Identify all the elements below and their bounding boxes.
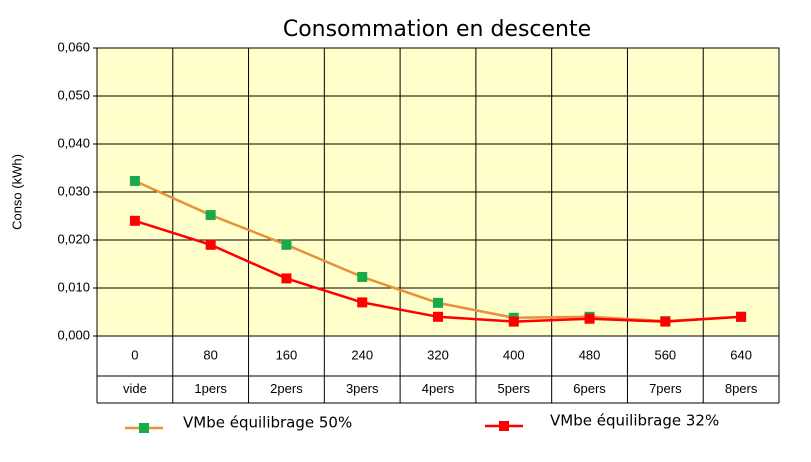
legend-label: VMbe équilibrage 50% [183,414,352,432]
marker [129,175,140,186]
x-tick-label: 640 [730,347,752,362]
y-tick-label: 0,010 [57,279,90,294]
x-tick-label: 400 [503,347,525,362]
x-sub-label: vide [123,381,147,396]
x-sub-label: 3pers [346,381,379,396]
marker [281,273,292,284]
legend-label: VMbe équilibrage 32% [550,412,719,430]
x-tick-label: 240 [351,347,373,362]
y-tick-label: 0,030 [57,183,90,198]
y-tick-label: 0,040 [57,135,90,150]
y-tick-label: 0,000 [57,327,90,342]
legend-marker [499,421,509,431]
y-tick-label: 0,020 [57,231,90,246]
y-tick-label: 0,050 [57,87,90,102]
x-tick-label: 0 [131,347,138,362]
marker [736,311,747,322]
marker [281,239,292,250]
y-tick-label: 0,060 [57,39,90,54]
x-tick-label: 480 [579,347,601,362]
x-sub-label: 6pers [573,381,606,396]
x-tick-label: 160 [276,347,298,362]
marker [129,215,140,226]
y-axis-label: Conso (kWh) [9,154,24,230]
marker [205,239,216,250]
x-tick-label: 320 [427,347,449,362]
x-sub-label: 4pers [422,381,455,396]
marker [433,311,443,322]
x-sub-label: 7pers [649,381,682,396]
x-tick-label: 560 [654,347,676,362]
marker [357,297,368,308]
marker [205,210,216,221]
x-tick-label: 80 [203,347,217,362]
legend-marker [139,423,149,433]
chart-title: Consommation en descente [283,17,591,42]
marker [357,271,368,282]
x-sub-label: 2pers [270,381,303,396]
marker [584,313,595,324]
x-sub-label: 1pers [194,381,227,396]
marker [508,316,519,327]
marker [433,297,443,308]
marker [660,316,671,327]
x-sub-label: 5pers [498,381,531,396]
x-sub-label: 8pers [725,381,758,396]
